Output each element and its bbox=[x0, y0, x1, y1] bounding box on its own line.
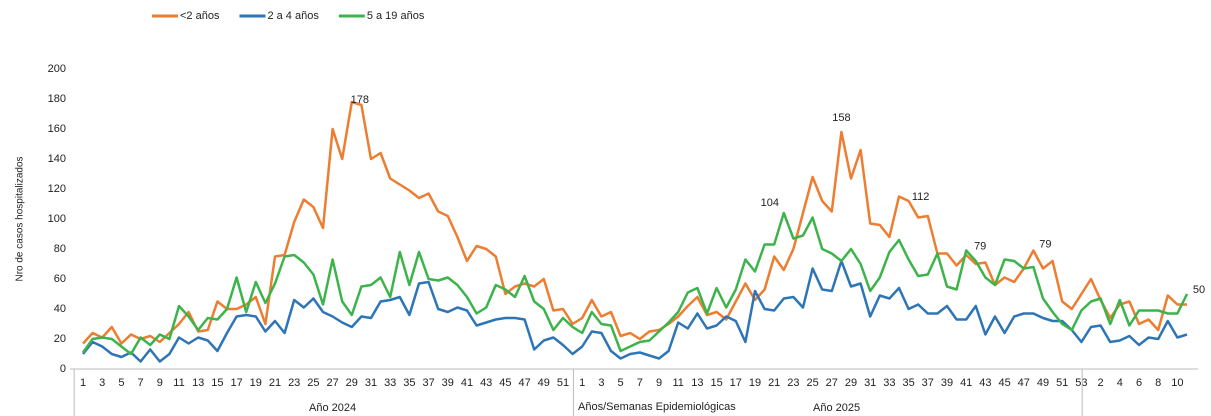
data-label: 79 bbox=[974, 240, 986, 252]
y-tick-label: 100 bbox=[48, 213, 66, 225]
x-tick-label: 6 bbox=[1136, 377, 1142, 389]
legend-label: 2 a 4 años bbox=[267, 10, 319, 22]
x-tick-label: 7 bbox=[138, 377, 144, 389]
legend-label: <2 años bbox=[180, 10, 220, 22]
x-tick-label: 17 bbox=[230, 377, 242, 389]
y-tick-label: 120 bbox=[48, 183, 66, 195]
x-tick-label: 5 bbox=[118, 377, 124, 389]
x-tick-label: 39 bbox=[442, 377, 454, 389]
x-tick-label: 11 bbox=[672, 377, 683, 389]
data-label: 79 bbox=[1039, 238, 1051, 250]
y-tick-label: 180 bbox=[48, 93, 66, 105]
x-tick-label: 27 bbox=[826, 377, 838, 389]
x-tick-label: 13 bbox=[192, 377, 204, 389]
data-label: 112 bbox=[912, 191, 930, 203]
x-tick-label: 15 bbox=[211, 377, 223, 389]
x-tick-label: 1 bbox=[80, 377, 86, 389]
x-tick-label: 15 bbox=[710, 377, 722, 389]
y-tick-label: 80 bbox=[54, 243, 66, 255]
x-tick-label: 35 bbox=[403, 377, 415, 389]
data-label: 178 bbox=[351, 94, 369, 106]
x-tick-label: 31 bbox=[864, 377, 876, 389]
x-tick-label: 9 bbox=[656, 377, 662, 389]
series-line bbox=[81, 211, 1189, 356]
x-tick-label: 33 bbox=[883, 377, 895, 389]
x-tick-label: 29 bbox=[346, 377, 358, 389]
x-tick-label: 45 bbox=[998, 377, 1010, 389]
x-tick-label: 17 bbox=[730, 377, 742, 389]
x-tick-label: 41 bbox=[461, 377, 473, 389]
y-tick-label: 160 bbox=[48, 123, 66, 135]
x-tick-label: 1 bbox=[579, 377, 585, 389]
x-tick-label: 23 bbox=[288, 377, 300, 389]
y-tick-label: 20 bbox=[54, 333, 66, 345]
x-tick-label: 37 bbox=[422, 377, 434, 389]
x-tick-label: 23 bbox=[787, 377, 799, 389]
x-tick-label: 43 bbox=[979, 377, 991, 389]
data-label: 104 bbox=[761, 197, 779, 209]
x-tick-label: 4 bbox=[1117, 377, 1123, 389]
x-tick-label: 29 bbox=[845, 377, 857, 389]
x-tick-label: 33 bbox=[384, 377, 396, 389]
x-tick-label: 25 bbox=[307, 377, 319, 389]
y-tick-label: 200 bbox=[48, 63, 66, 75]
x-tick-label: 47 bbox=[1018, 377, 1030, 389]
y-tick-label: 140 bbox=[48, 153, 66, 165]
x-tick-label: 35 bbox=[902, 377, 914, 389]
x-tick-label: 45 bbox=[499, 377, 511, 389]
x-tick-label: 5 bbox=[618, 377, 624, 389]
data-label: 50 bbox=[1193, 284, 1205, 296]
x-tick-label: 53 bbox=[1075, 377, 1087, 389]
x-tick-label: 2 bbox=[1098, 377, 1104, 389]
y-tick-label: 0 bbox=[60, 363, 66, 375]
x-tick-label: 41 bbox=[960, 377, 972, 389]
x-tick-label: 21 bbox=[269, 377, 281, 389]
x-tick-label: 49 bbox=[538, 377, 550, 389]
x-group-label: Año 2025 bbox=[813, 402, 860, 414]
series-line bbox=[82, 259, 1188, 363]
x-tick-label: 37 bbox=[922, 377, 934, 389]
y-tick-label: 60 bbox=[54, 273, 66, 285]
x-tick-label: 11 bbox=[173, 377, 184, 389]
y-tick-label: 40 bbox=[54, 303, 66, 315]
x-group-label: Año 2024 bbox=[309, 402, 356, 414]
data-label: 158 bbox=[832, 112, 850, 124]
y-axis-title: Nro de casos hospitalizados bbox=[15, 156, 26, 281]
x-tick-label: 31 bbox=[365, 377, 377, 389]
x-axis-title: Años/Semanas Epidemiológicas bbox=[578, 401, 736, 413]
x-tick-label: 19 bbox=[749, 377, 761, 389]
x-tick-label: 10 bbox=[1171, 377, 1183, 389]
x-tick-label: 47 bbox=[518, 377, 530, 389]
x-tick-label: 7 bbox=[637, 377, 643, 389]
x-tick-label: 13 bbox=[691, 377, 703, 389]
x-tick-label: 27 bbox=[326, 377, 338, 389]
x-tick-label: 19 bbox=[250, 377, 262, 389]
x-tick-label: 3 bbox=[598, 377, 604, 389]
x-tick-label: 51 bbox=[1056, 377, 1068, 389]
x-tick-label: 21 bbox=[768, 377, 780, 389]
x-tick-label: 8 bbox=[1155, 377, 1161, 389]
x-tick-label: 49 bbox=[1037, 377, 1049, 389]
x-tick-label: 39 bbox=[941, 377, 953, 389]
x-tick-label: 25 bbox=[806, 377, 818, 389]
x-tick-label: 9 bbox=[157, 377, 163, 389]
series-line bbox=[82, 100, 1187, 345]
x-tick-label: 51 bbox=[557, 377, 569, 389]
x-tick-label: 43 bbox=[480, 377, 492, 389]
x-tick-label: 3 bbox=[99, 377, 105, 389]
legend-label: 5 a 19 años bbox=[367, 10, 425, 22]
